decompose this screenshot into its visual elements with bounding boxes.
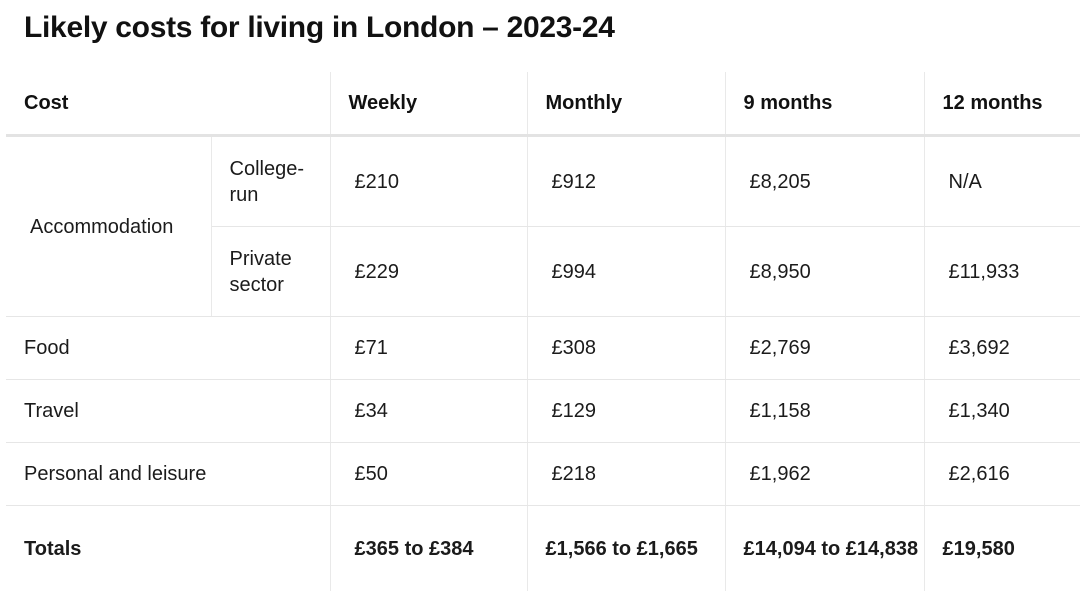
table-row-college-run: Accommodation College-run £210 £912 £8,2… [6, 135, 1080, 317]
private-sector-label: Private sector [211, 226, 331, 317]
totals-9-months: £14,094 to £14,838 [725, 505, 925, 591]
food-monthly: £308 [527, 316, 726, 380]
table-row-travel: Travel £34 £129 £1,158 £1,340 [6, 379, 1080, 443]
header-weekly: Weekly [330, 72, 528, 137]
personal-monthly: £218 [527, 442, 726, 506]
private-weekly: £229 [330, 226, 528, 317]
totals-weekly: £365 to £384 [330, 505, 528, 591]
table-row-personal-leisure: Personal and leisure £50 £218 £1,962 £2,… [6, 442, 1080, 506]
food-weekly: £71 [330, 316, 528, 380]
travel-weekly: £34 [330, 379, 528, 443]
college-monthly: £912 [527, 135, 726, 227]
college-12-months: N/A [924, 135, 1080, 227]
food-label: Food [6, 316, 331, 380]
college-9-months: £8,205 [725, 135, 925, 227]
header-cost: Cost [6, 72, 331, 137]
college-run-label: College-run [211, 135, 331, 227]
header-monthly: Monthly [527, 72, 726, 137]
table-header-row: Cost Weekly Monthly 9 months 12 months [6, 72, 1080, 137]
personal-leisure-label: Personal and leisure [6, 442, 331, 506]
travel-label: Travel [6, 379, 331, 443]
food-12-months: £3,692 [924, 316, 1080, 380]
food-9-months: £2,769 [725, 316, 925, 380]
page-title: Likely costs for living in London – 2023… [24, 11, 615, 44]
personal-9-months: £1,962 [725, 442, 925, 506]
table-row-food: Food £71 £308 £2,769 £3,692 [6, 316, 1080, 380]
header-9-months: 9 months [725, 72, 925, 137]
totals-monthly: £1,566 to £1,665 [527, 505, 726, 591]
private-12-months: £11,933 [924, 226, 1080, 317]
living-costs-table: Cost Weekly Monthly 9 months 12 months A… [6, 72, 1080, 591]
personal-12-months: £2,616 [924, 442, 1080, 506]
personal-weekly: £50 [330, 442, 528, 506]
totals-label: Totals [6, 505, 331, 591]
travel-monthly: £129 [527, 379, 726, 443]
college-weekly: £210 [330, 135, 528, 227]
totals-12-months: £19,580 [942, 537, 1015, 560]
private-9-months: £8,950 [725, 226, 925, 317]
accommodation-label: Accommodation [6, 135, 212, 317]
private-monthly: £994 [527, 226, 726, 317]
table-row-totals: Totals £365 to £384 £1,566 to £1,665 £14… [6, 505, 1080, 591]
travel-12-months: £1,340 [924, 379, 1080, 443]
travel-9-months: £1,158 [725, 379, 925, 443]
header-12-months: 12 months [924, 72, 1080, 137]
table-row-private-sector: Private sector £229 £994 £8,950 £11,933 [6, 226, 1080, 317]
